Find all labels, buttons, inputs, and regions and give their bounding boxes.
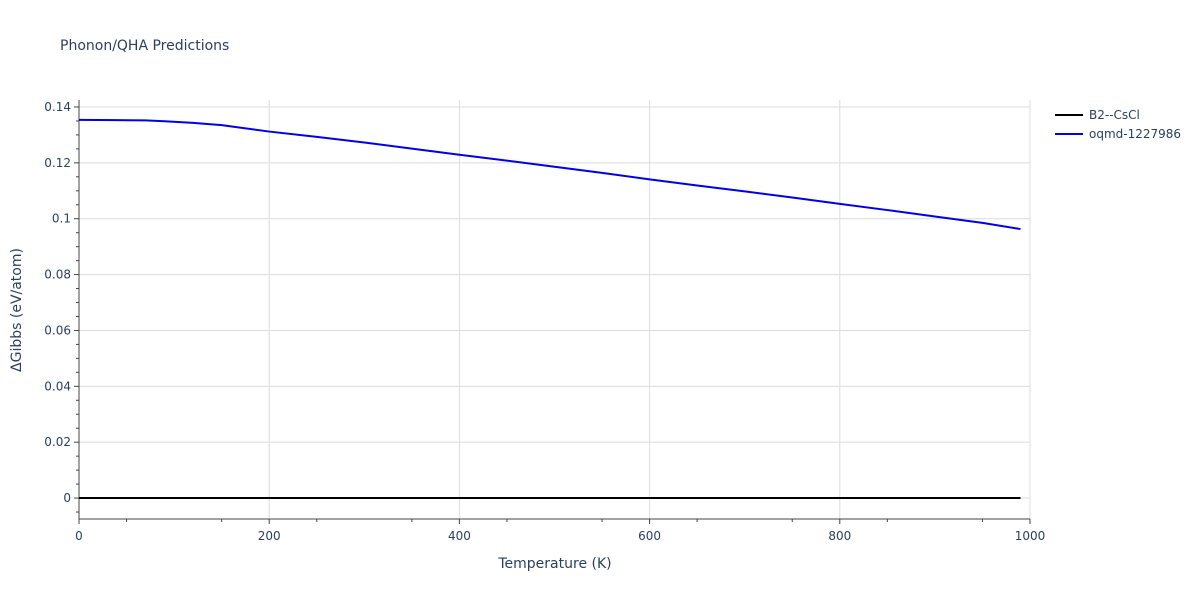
y-tick-label: 0.1	[52, 212, 71, 226]
grid	[79, 100, 1031, 519]
x-tick-label: 0	[75, 529, 83, 543]
x-tick-label: 600	[638, 529, 661, 543]
legend: B2--CsCl oqmd-1227986	[1055, 108, 1181, 141]
y-tick-label: 0.02	[44, 435, 71, 449]
y-tick-label: 0.14	[44, 100, 71, 114]
y-tick-label: 0.12	[44, 156, 71, 170]
y-tick-label: 0	[63, 491, 71, 505]
x-tick-label: 1000	[1015, 529, 1046, 543]
y-tick-label: 0.08	[44, 268, 71, 282]
axes	[78, 100, 1030, 520]
x-tick-label: 800	[828, 529, 851, 543]
y-tick-label: 0.06	[44, 323, 71, 337]
series	[78, 118, 1021, 500]
legend-label: B2--CsCl	[1089, 108, 1140, 122]
chart-title: Phonon/QHA Predictions	[60, 38, 229, 54]
y-axis-title: ΔGibbs (eV/atom)	[9, 248, 25, 372]
legend-label: oqmd-1227986	[1089, 127, 1181, 141]
ticks: 0 200 400 600 800 1000 0 0.02 0.04 0.06 0.08 0.1 0.1…	[44, 100, 1045, 543]
x-tick-label: 400	[448, 529, 471, 543]
y-tick-label: 0.04	[44, 379, 71, 393]
series-line-2	[78, 118, 1021, 231]
x-tick-label: 200	[258, 529, 281, 543]
x-axis-title: Temperature (K)	[497, 556, 611, 572]
